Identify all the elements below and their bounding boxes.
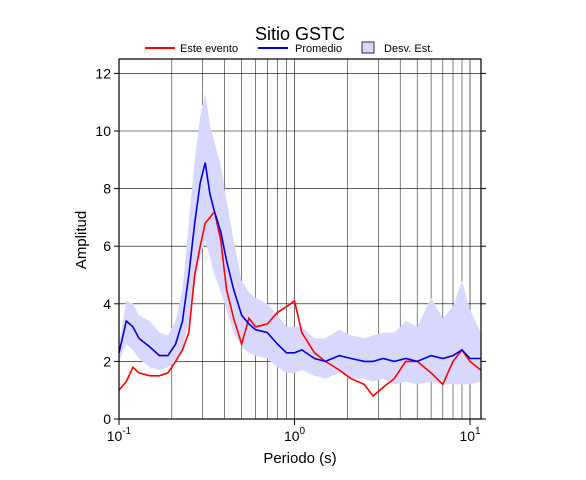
- series-line: [118, 162, 481, 363]
- marks: [118, 93, 482, 398]
- y-axis-label: Amplitud: [73, 211, 90, 269]
- std-band: [119, 93, 481, 385]
- y-tick-label: 2: [103, 353, 111, 369]
- y-tick-label: 4: [103, 296, 111, 312]
- chart-title: Sitio GSTC: [255, 24, 345, 44]
- x-tick-label: 10-1: [107, 426, 132, 444]
- y-tick-label: 6: [103, 238, 111, 254]
- legend-swatch: [361, 41, 375, 54]
- legend-label: Este evento: [180, 43, 238, 55]
- x-axis-label: Periodo (s): [263, 450, 336, 467]
- y-tick-label: 8: [103, 181, 111, 197]
- y-tick-label: 10: [95, 123, 111, 139]
- y-tick-label: 0: [103, 411, 111, 427]
- legend-label: Desv. Est.: [384, 43, 433, 55]
- plot-frame: [118, 58, 482, 420]
- y-tick-label: 12: [95, 65, 111, 81]
- series-line: [118, 209, 482, 398]
- x-tick-label: 100: [284, 426, 306, 444]
- legend-label: Promedio: [295, 43, 342, 55]
- x-tick-label: 101: [459, 426, 481, 444]
